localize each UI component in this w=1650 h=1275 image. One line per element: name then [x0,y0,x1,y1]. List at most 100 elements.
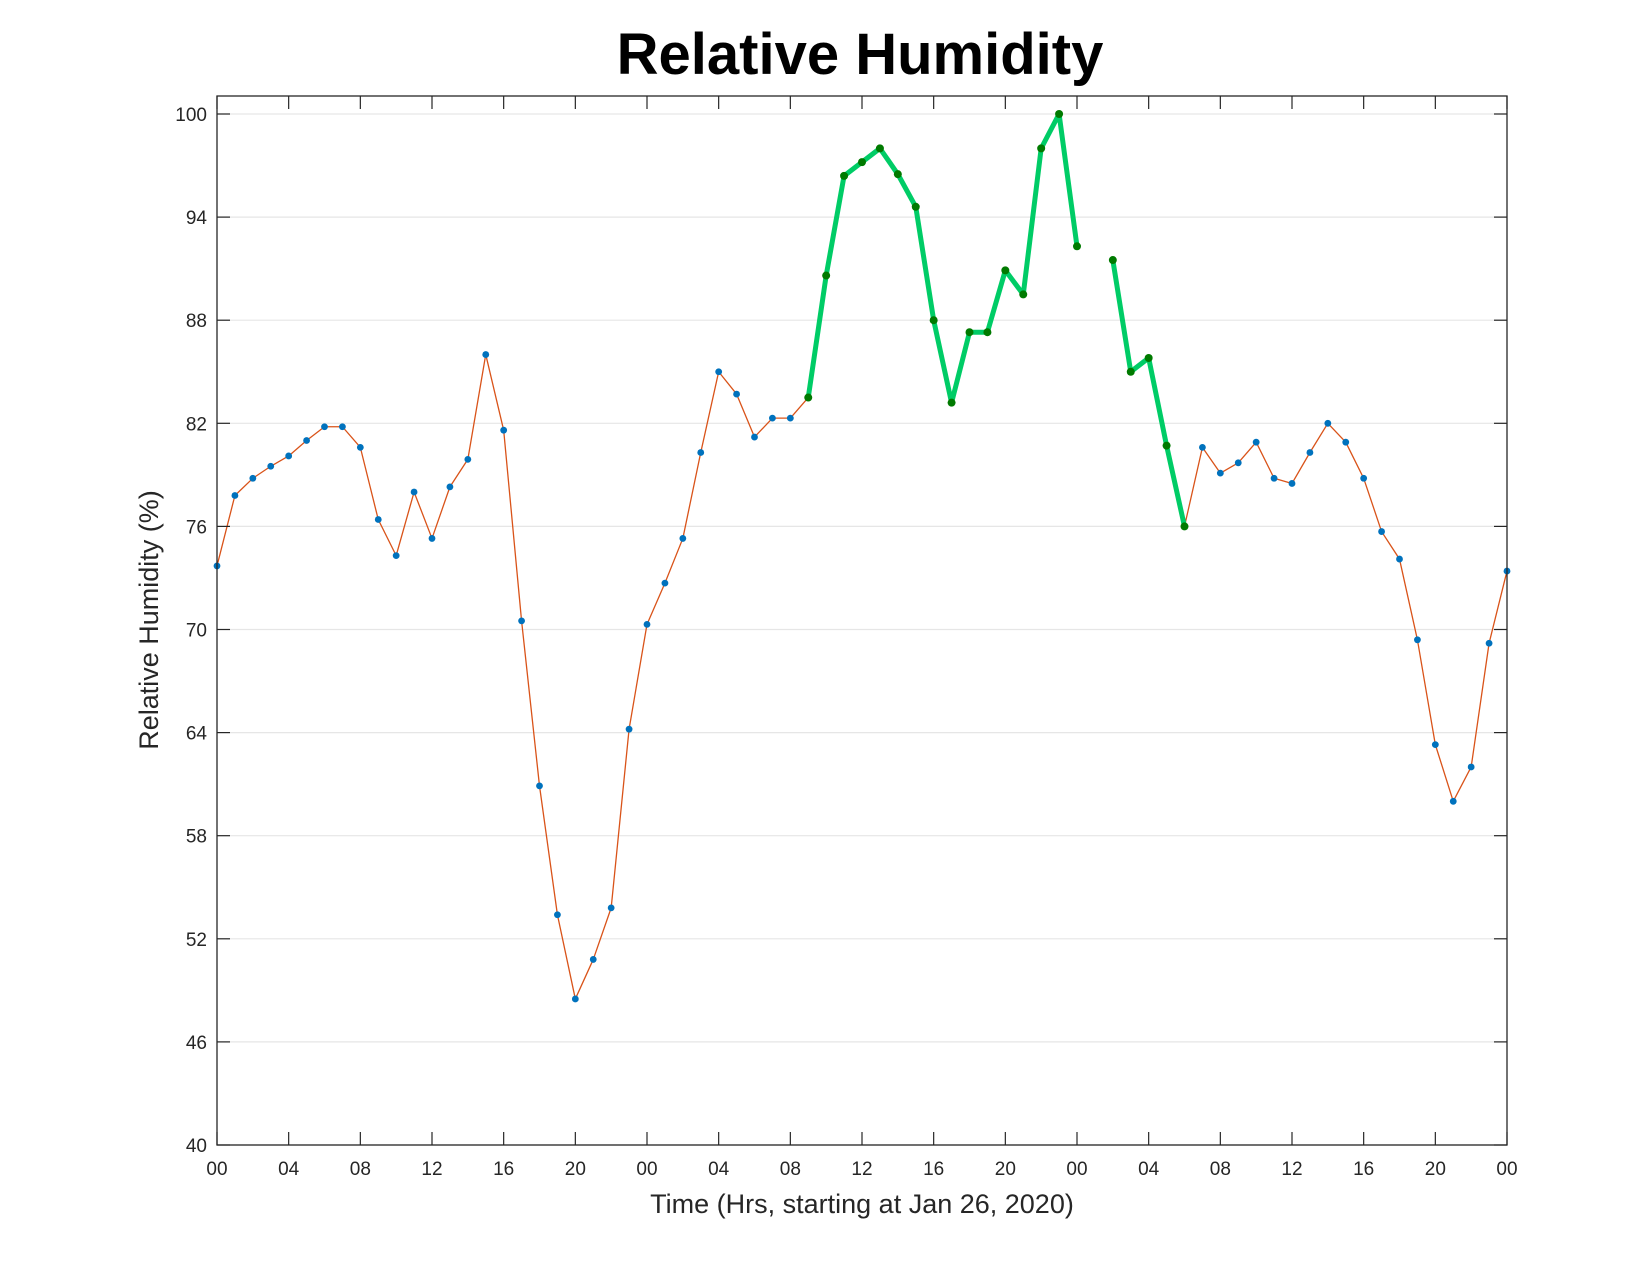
data-point [1270,474,1278,482]
data-point [267,462,275,470]
highlight-data-point [1162,441,1171,450]
data-point [1467,763,1475,771]
highlight-data-point [822,271,831,280]
data-point [1234,459,1242,467]
data-point [482,351,490,358]
y-tick-label: 100 [175,105,207,126]
data-point [661,579,669,587]
data-point [249,474,257,482]
data-point [428,535,436,542]
data-point [321,423,328,431]
data-point [446,483,454,491]
y-tick-label: 94 [186,208,208,229]
data-point [643,620,651,628]
data-point [1431,741,1439,749]
x-axis-label: Time (Hrs, starting at Jan 26, 2020) [650,1189,1074,1219]
data-point [679,535,687,542]
x-tick-label: 00 [1496,1159,1517,1180]
highlight-data-point [1001,266,1010,275]
data-point [1378,528,1385,535]
highlight-data-point [1055,110,1064,118]
data-point [339,423,346,431]
y-tick-label: 82 [186,414,207,435]
data-point [1360,474,1368,482]
highlight-data-point [804,393,813,402]
highlight-data-point [858,158,866,167]
data-point [518,617,525,625]
data-point [303,437,310,444]
data-point [554,911,561,919]
highlight-data-point [947,398,956,407]
highlight-data-point [1037,144,1046,153]
gridlines [217,113,1507,1146]
data-point [1414,636,1421,644]
data-point [1449,797,1457,805]
y-tick-label: 52 [186,930,207,951]
data-point [625,725,633,733]
chart-title: Relative Humidity [617,22,1104,87]
highlight-data-point [1108,256,1117,265]
data-point [1342,438,1350,446]
data-point [1199,443,1206,451]
axis-ticks: 40 46 52 58 64 70 76 82 88 94 100 00 04 08 12 16 20 00 04 0… [175,96,1518,1180]
highlight-data-point [1180,522,1189,531]
series-layer [213,110,1511,1003]
x-tick-label: 04 [278,1159,300,1180]
data-point [733,390,740,398]
x-tick-label: 00 [636,1159,657,1180]
highlight-data-point [965,328,974,337]
data-point [231,492,239,499]
x-tick-label: 20 [565,1159,586,1180]
data-point [786,414,794,422]
data-point [1306,449,1314,456]
plot-area-frame [216,95,1508,1146]
x-tick-label: 12 [421,1159,442,1180]
data-point [536,782,543,790]
y-tick-label: 76 [186,517,207,538]
x-tick-label: 16 [1353,1159,1374,1180]
highlight-data-point [1019,290,1028,299]
data-point [751,433,758,441]
x-tick-label: 08 [780,1159,801,1180]
data-point [1324,419,1332,427]
data-point [607,904,615,912]
x-tick-label: 16 [493,1159,514,1180]
x-tick-label: 04 [708,1159,730,1180]
highlight-data-point [1126,367,1135,376]
highlight-data-point [893,170,902,179]
y-axis-label: Relative Humidity (%) [134,490,164,750]
data-point [392,552,400,560]
data-point [589,956,597,963]
x-tick-label: 16 [923,1159,944,1180]
highlight-data-point [929,316,938,325]
x-tick-label: 12 [1281,1159,1302,1180]
highlight-data-point [875,144,884,153]
x-tick-label: 12 [851,1159,872,1180]
data-point [1288,480,1296,487]
highlight-data-point [983,328,992,337]
x-tick-label: 20 [995,1159,1016,1180]
data-point [571,995,579,1003]
y-tick-label: 64 [186,724,208,745]
x-tick-label: 08 [1210,1159,1231,1180]
data-point [769,414,776,422]
data-point [1252,438,1260,446]
y-tick-label: 40 [186,1136,207,1157]
data-point [1216,469,1224,477]
x-tick-label: 00 [1066,1159,1087,1180]
data-point [715,368,723,376]
highlight-data-point [1073,242,1081,251]
highlight-data-point [911,202,920,211]
y-tick-label: 70 [186,621,207,642]
data-point [410,488,418,496]
x-tick-label: 08 [350,1159,371,1180]
data-point [356,443,364,451]
y-tick-label: 46 [186,1033,207,1054]
data-point [374,516,382,523]
data-point [697,449,705,456]
data-point [500,426,508,434]
x-tick-label: 00 [206,1159,227,1180]
data-point [1396,555,1403,563]
humidity-series-line [216,113,1508,1000]
y-tick-label: 58 [186,827,207,848]
